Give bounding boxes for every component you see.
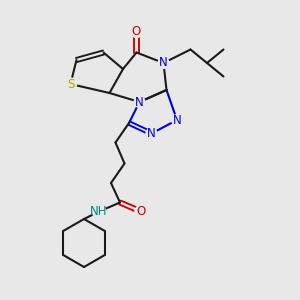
Text: O: O [132,25,141,38]
Text: N: N [147,127,156,140]
Circle shape [146,128,157,139]
Text: N: N [135,95,144,109]
Circle shape [92,205,106,218]
Text: S: S [67,77,74,91]
Circle shape [130,26,142,38]
Circle shape [134,97,145,107]
Text: N: N [172,113,182,127]
Text: O: O [136,205,146,218]
Circle shape [135,206,147,218]
Circle shape [172,115,182,125]
Circle shape [64,78,76,90]
Text: NH: NH [90,205,108,218]
Text: N: N [159,56,168,70]
Circle shape [158,58,169,68]
